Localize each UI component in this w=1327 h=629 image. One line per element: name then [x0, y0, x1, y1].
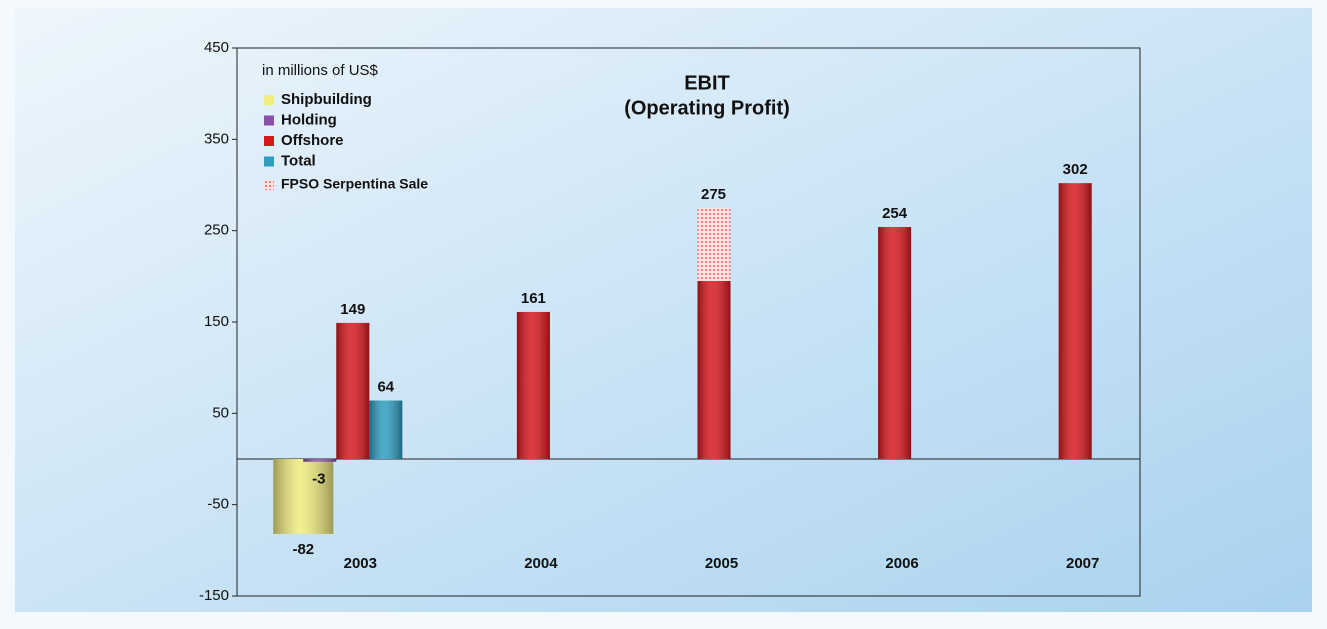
x-tick-label: 2005 [705, 555, 738, 572]
y-tick-label: 350 [204, 130, 229, 147]
legend-marker [264, 136, 274, 146]
bar-shading [273, 459, 334, 534]
legend-label: Offshore [281, 132, 344, 149]
x-tick-label: 2007 [1066, 555, 1099, 572]
bar-shading [516, 311, 550, 459]
bar-shading [697, 280, 731, 459]
legend-marker [264, 180, 274, 190]
y-tick-label: 150 [204, 313, 229, 330]
legend-label: Total [281, 152, 316, 169]
value-label: 254 [882, 205, 908, 222]
bar-shading [1058, 183, 1092, 459]
legend-marker [264, 115, 274, 126]
bar-shading [336, 322, 370, 459]
y-tick-label: 250 [204, 222, 229, 239]
value-label: 64 [377, 379, 394, 396]
legend-label: Shipbuilding [281, 91, 372, 108]
bar-shading [369, 400, 403, 459]
value-label: -82 [292, 541, 314, 558]
value-label: -3 [312, 471, 325, 488]
bar [697, 207, 731, 281]
legend-label: FPSO Serpentina Sale [281, 176, 428, 192]
stack-total-label: 275 [701, 186, 726, 203]
legend-marker [264, 156, 274, 167]
y-tick-label: 450 [204, 39, 229, 56]
value-label: 161 [521, 290, 546, 307]
legend-label: Holding [281, 111, 337, 128]
y-tick-label: -150 [199, 587, 229, 604]
value-label: 302 [1063, 161, 1088, 178]
y-tick-label: -50 [207, 496, 229, 513]
bar-shading [878, 227, 912, 459]
panel-background [15, 8, 1312, 612]
legend-marker [264, 95, 274, 105]
chart-title: EBIT [684, 72, 730, 94]
y-tick-label: 50 [212, 404, 229, 421]
unit-label: in millions of US$ [262, 62, 379, 79]
x-tick-label: 2003 [344, 555, 377, 572]
chart-subtitle: (Operating Profit) [624, 97, 790, 119]
bar-shading [303, 459, 337, 462]
value-label: 149 [340, 301, 365, 318]
x-tick-label: 2006 [885, 555, 918, 572]
x-tick-label: 2004 [524, 555, 558, 572]
